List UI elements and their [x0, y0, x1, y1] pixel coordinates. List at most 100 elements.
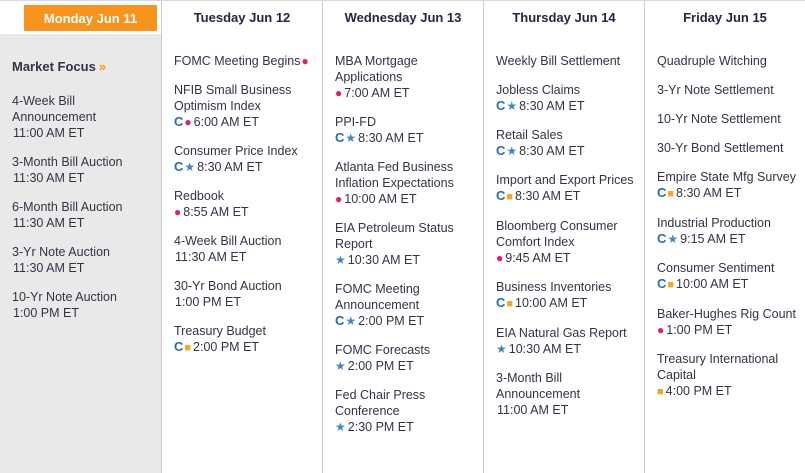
event-title[interactable]: 30-Yr Bond Auction [174, 279, 282, 293]
day-header-thursday[interactable]: Thursday Jun 14 [512, 10, 616, 25]
event-item: Jobless Claims C★ 8:30 AM ET [496, 82, 636, 114]
event-item: Quadruple Witching [657, 53, 797, 69]
event-time-row: ● 1:00 PM ET [657, 322, 797, 338]
event-title[interactable]: Treasury Budget [174, 324, 266, 338]
event-time-row: 11:30 AM ET [12, 215, 153, 231]
star-icon: ★ [506, 144, 518, 158]
event-item: Fed Chair Press Conference ★ 2:30 PM ET [335, 387, 475, 435]
day-header-friday[interactable]: Friday Jun 15 [683, 10, 767, 25]
consensus-icon: C [496, 98, 506, 113]
event-title[interactable]: 30-Yr Bond Settlement [657, 141, 784, 155]
event-title[interactable]: Atlanta Fed Business Inflation Expectati… [335, 160, 454, 190]
day-header-monday[interactable]: Monday Jun 11 [24, 5, 157, 31]
event-time-row: C■ 10:00 AM ET [496, 295, 636, 312]
event-title[interactable]: FOMC Forecasts [335, 343, 431, 357]
event-time: 9:45 AM ET [505, 251, 571, 265]
event-time: 11:30 AM ET [175, 250, 247, 264]
day-column-thursday: Thursday Jun 14 Weekly Bill Settlement Job… [483, 1, 644, 473]
event-time-row: C■ 2:00 PM ET [174, 339, 314, 356]
event-item: 4-Week Bill Announcement 11:00 AM ET [12, 93, 153, 141]
event-title[interactable]: Industrial Production [657, 216, 771, 230]
day-header-tuesday[interactable]: Tuesday Jun 12 [193, 10, 291, 25]
event-title[interactable]: Fed Chair Press Conference [335, 388, 426, 418]
event-title[interactable]: 3-Yr Note Auction [12, 245, 110, 259]
event-title[interactable]: Baker-Hughes Rig Count [657, 307, 796, 321]
day-events-friday: Quadruple Witching 3-Yr Note Settlement 10… [645, 34, 805, 473]
event-title[interactable]: Quadruple Witching [657, 54, 767, 68]
event-title[interactable]: Redbook [174, 189, 225, 203]
day-header-wednesday[interactable]: Wednesday Jun 13 [344, 10, 462, 25]
event-item: EIA Petroleum Status Report ★ 10:30 AM ET [335, 220, 475, 268]
event-title[interactable]: 6-Month Bill Auction [12, 200, 123, 214]
event-item: 3-Month Bill Announcement 11:00 AM ET [496, 370, 636, 418]
day-column-friday: Friday Jun 15 Quadruple Witching 3-Yr Note… [644, 1, 805, 473]
event-title[interactable]: Weekly Bill Settlement [496, 54, 621, 68]
event-time-row: C★ 8:30 AM ET [335, 130, 475, 146]
event-time: 2:00 PM ET [193, 340, 260, 354]
event-item: 4-Week Bill Auction 11:30 AM ET [174, 233, 314, 265]
event-time-row: ● 7:00 AM ET [335, 85, 475, 101]
event-title[interactable]: NFIB Small Business Optimism Index [174, 83, 292, 113]
event-title[interactable]: Consumer Price Index [174, 144, 298, 158]
event-time-row: 11:00 AM ET [12, 125, 153, 141]
event-time: 8:30 AM ET [676, 186, 742, 200]
event-time: 1:00 PM ET [666, 323, 733, 337]
event-time-row: C■ 10:00 AM ET [657, 276, 797, 293]
event-time-row: C★ 8:30 AM ET [174, 159, 314, 175]
event-time: 9:15 AM ET [680, 232, 746, 246]
event-time: 2:00 PM ET [358, 314, 425, 328]
event-time-row: 1:00 PM ET [174, 294, 314, 310]
event-title[interactable]: 10-Yr Note Auction [12, 290, 117, 304]
event-time-row: 11:30 AM ET [12, 260, 153, 276]
event-title[interactable]: Import and Export Prices [496, 173, 634, 187]
event-time: 10:30 AM ET [508, 342, 582, 356]
event-title[interactable]: 10-Yr Note Settlement [657, 112, 781, 126]
event-title[interactable]: FOMC Meeting Begins● [174, 54, 309, 68]
event-title[interactable]: EIA Natural Gas Report [496, 326, 627, 340]
event-item: Industrial Production C★ 9:15 AM ET [657, 215, 797, 247]
event-title[interactable]: EIA Petroleum Status Report [335, 221, 454, 251]
event-time: 8:55 AM ET [183, 205, 249, 219]
event-title[interactable]: MBA Mortgage Applications [335, 54, 418, 84]
event-time: 1:00 PM ET [175, 295, 241, 309]
star-icon: ★ [335, 253, 346, 267]
event-time-row: ■ 4:00 PM ET [657, 383, 797, 400]
star-icon: ★ [667, 232, 679, 246]
event-title[interactable]: Jobless Claims [496, 83, 581, 97]
star-icon: ★ [496, 342, 507, 356]
event-title[interactable]: 3-Month Bill Announcement [496, 371, 581, 401]
event-title[interactable]: Retail Sales [496, 128, 563, 142]
event-time: 10:00 AM ET [676, 277, 749, 291]
event-item: Weekly Bill Settlement [496, 53, 636, 69]
event-title[interactable]: PPI-FD [335, 115, 376, 129]
event-item: 10-Yr Note Settlement [657, 111, 797, 127]
event-time: 10:30 AM ET [347, 253, 421, 267]
event-time: 11:30 AM ET [13, 261, 85, 275]
event-title[interactable]: Bloomberg Consumer Comfort Index [496, 219, 618, 249]
event-title[interactable]: Empire State Mfg Survey [657, 170, 796, 184]
day-events-tuesday: FOMC Meeting Begins● NFIB Small Business … [162, 34, 322, 473]
event-title[interactable]: 3-Month Bill Auction [12, 155, 123, 169]
star-icon: ★ [335, 359, 346, 373]
event-time-row: ● 10:00 AM ET [335, 191, 475, 207]
consensus-icon: C [335, 130, 345, 145]
event-title[interactable]: 4-Week Bill Auction [174, 234, 282, 248]
dot-icon: ● [184, 115, 192, 129]
event-item: 10-Yr Note Auction 1:00 PM ET [12, 289, 153, 321]
event-time-row: 11:30 AM ET [174, 249, 314, 265]
market-focus-link[interactable]: Market Focus» [12, 59, 153, 74]
event-time: 6:00 AM ET [193, 115, 259, 129]
event-time-row: C■ 8:30 AM ET [657, 185, 797, 202]
event-item: Bloomberg Consumer Comfort Index ● 9:45 AM… [496, 218, 636, 266]
event-title[interactable]: Business Inventories [496, 280, 612, 294]
event-time: 11:00 AM ET [497, 403, 569, 417]
star-icon: ★ [345, 314, 357, 328]
event-time-row: 1:00 PM ET [12, 305, 153, 321]
square-icon: ■ [184, 342, 192, 354]
event-title[interactable]: Treasury International Capital [657, 352, 779, 382]
event-title[interactable]: Consumer Sentiment [657, 261, 775, 275]
event-title[interactable]: 4-Week Bill Announcement [12, 94, 97, 124]
event-title[interactable]: FOMC Meeting Announcement [335, 282, 420, 312]
event-time-row: 11:30 AM ET [12, 170, 153, 186]
event-title[interactable]: 3-Yr Note Settlement [657, 83, 774, 97]
